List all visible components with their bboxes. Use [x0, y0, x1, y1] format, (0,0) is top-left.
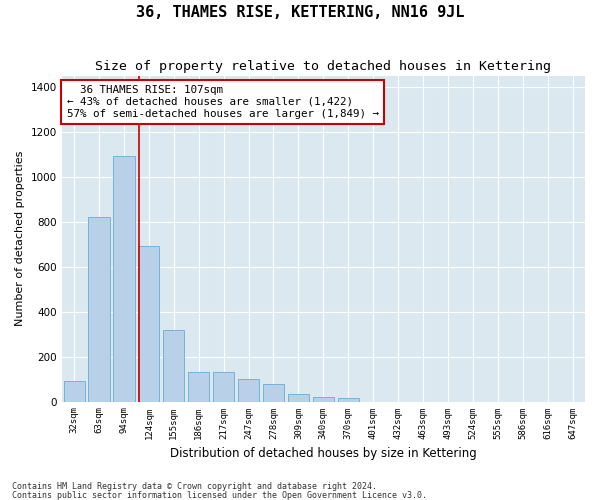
Bar	[113, 156, 134, 402]
Bar	[238, 379, 259, 402]
Title: Size of property relative to detached houses in Kettering: Size of property relative to detached ho…	[95, 60, 551, 73]
X-axis label: Distribution of detached houses by size in Kettering: Distribution of detached houses by size …	[170, 447, 477, 460]
Text: 36, THAMES RISE, KETTERING, NN16 9JL: 36, THAMES RISE, KETTERING, NN16 9JL	[136, 5, 464, 20]
Text: Contains HM Land Registry data © Crown copyright and database right 2024.: Contains HM Land Registry data © Crown c…	[12, 482, 377, 491]
Bar	[313, 397, 334, 402]
Bar	[338, 398, 359, 402]
Y-axis label: Number of detached properties: Number of detached properties	[15, 151, 25, 326]
Bar	[138, 246, 160, 402]
Bar	[163, 330, 184, 402]
Bar	[288, 394, 309, 402]
Bar	[188, 372, 209, 402]
Text: 36 THAMES RISE: 107sqm
← 43% of detached houses are smaller (1,422)
57% of semi-: 36 THAMES RISE: 107sqm ← 43% of detached…	[67, 86, 379, 118]
Bar	[88, 217, 110, 402]
Bar	[263, 384, 284, 402]
Text: Contains public sector information licensed under the Open Government Licence v3: Contains public sector information licen…	[12, 490, 427, 500]
Bar	[64, 382, 85, 402]
Bar	[213, 372, 234, 402]
